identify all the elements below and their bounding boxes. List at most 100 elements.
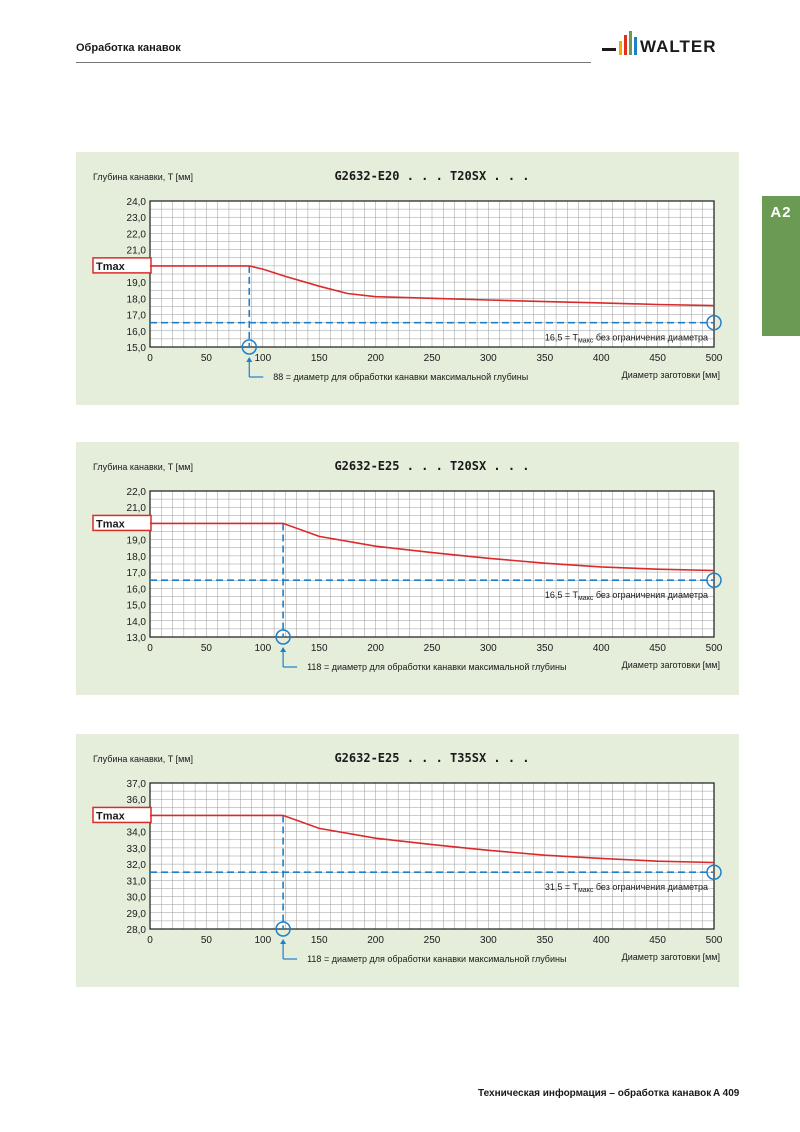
x-axis-label: Диаметр заготовки [мм]	[622, 952, 720, 962]
x-tick-label: 300	[480, 643, 497, 654]
header-rule	[76, 62, 591, 63]
x-tick-label: 450	[649, 935, 666, 946]
y-tick-label: 22,0	[127, 229, 147, 240]
x-tick-label: 200	[367, 353, 384, 364]
x-tick-label: 400	[593, 353, 610, 364]
annotation-arrow-head	[246, 357, 253, 362]
chart-svg: 0 50 100 150 200 250 300 350 400 450 500 13,0 14,0 15…	[92, 459, 723, 672]
x-tick-label: 100	[254, 643, 271, 654]
y-tick-label: 18,0	[127, 552, 147, 563]
plot-frame	[149, 782, 715, 930]
max-diameter-marker	[275, 629, 291, 645]
x-tick-label: 200	[367, 643, 384, 654]
y-tick-label: 32,0	[127, 860, 147, 871]
y-axis-label: Глубина канавки, T [мм]	[93, 462, 193, 472]
y-tick-label: 21,0	[127, 246, 147, 257]
x-tick-label: 500	[706, 353, 723, 364]
max-diameter-annotation: 118 = диаметр для обработки канавки макс…	[307, 662, 566, 672]
min-depth-marker	[706, 864, 722, 880]
y-tick-label: 21,0	[127, 503, 147, 514]
chart-panel-2: 0 50 100 150 200 250 300 350 400 450 500 13,0 14,0 15…	[76, 442, 739, 695]
x-tick-label: 300	[480, 353, 497, 364]
y-tick-label: 13,0	[127, 633, 147, 644]
y-tick-label: 16,0	[127, 584, 147, 595]
plot-frame	[149, 200, 715, 348]
y-axis-label: Глубина канавки, T [мм]	[93, 754, 193, 764]
chart-panel-3: 0 50 100 150 200 250 300 350 400 450 500 28,0 29,0 30…	[76, 734, 739, 987]
x-tick-label: 100	[254, 353, 271, 364]
y-tick-label: 33,0	[127, 844, 147, 855]
depth-curve	[150, 522, 715, 572]
chart-title: G2632-E20 . . . T20SX . . .	[334, 169, 529, 183]
x-tick-label: 450	[649, 353, 666, 364]
x-tick-label: 250	[424, 935, 441, 946]
y-tick-label: 37,0	[127, 779, 147, 790]
chart-panel-1: 0 50 100 150 200 250 300 350 400 450 500 15,0 16,0 17…	[76, 152, 739, 405]
annotation-arrow-head	[280, 647, 287, 652]
tmax-label: Tmax	[96, 261, 126, 273]
x-tick-label: 400	[593, 935, 610, 946]
min-depth-annotation: 16,5 = Tмакс без ограничения диаметра	[545, 333, 708, 345]
chart-title: G2632-E25 . . . T20SX . . .	[334, 459, 529, 473]
x-tick-label: 450	[649, 643, 666, 654]
footer-text: Техническая информация – обработка канав…	[478, 1088, 712, 1099]
y-tick-label: 17,0	[127, 311, 147, 322]
y-tick-label: 31,0	[127, 876, 147, 887]
chart-svg: 0 50 100 150 200 250 300 350 400 450 500 15,0 16,0 17…	[92, 169, 723, 382]
x-tick-label: 500	[706, 935, 723, 946]
x-tick-label: 50	[201, 643, 213, 654]
min-depth-marker	[706, 572, 722, 588]
x-tick-label: 250	[424, 353, 441, 364]
x-tick-label: 200	[367, 935, 384, 946]
tmax-label: Tmax	[96, 810, 126, 822]
y-tick-label: 15,0	[127, 601, 147, 612]
y-tick-label: 22,0	[127, 487, 147, 498]
x-tick-label: 50	[201, 353, 213, 364]
max-diameter-annotation: 118 = диаметр для обработки канавки макс…	[307, 954, 566, 964]
y-tick-label: 29,0	[127, 909, 147, 920]
min-depth-marker	[706, 314, 722, 331]
x-tick-label: 400	[593, 643, 610, 654]
y-tick-label: 18,0	[127, 294, 147, 305]
x-tick-label: 150	[311, 643, 328, 654]
walter-logo: WALTER	[602, 31, 742, 59]
x-tick-label: 500	[706, 643, 723, 654]
y-axis-label: Глубина канавки, T [мм]	[93, 172, 193, 182]
y-tick-label: 16,0	[127, 327, 147, 338]
max-diameter-annotation: 88 = диаметр для обработки канавки макси…	[273, 372, 528, 382]
x-tick-label: 300	[480, 935, 497, 946]
tmax-label: Tmax	[96, 518, 126, 530]
max-diameter-marker	[275, 921, 291, 937]
min-depth-annotation: 16,5 = Tмакс без ограничения диаметра	[545, 590, 708, 602]
page-header-title: Обработка канавок	[76, 42, 181, 54]
x-axis-label: Диаметр заготовки [мм]	[622, 370, 720, 380]
x-axis-label: Диаметр заготовки [мм]	[622, 660, 720, 670]
min-depth-annotation: 31,5 = Tмакс без ограничения диаметра	[545, 882, 708, 894]
plot-frame	[149, 490, 715, 638]
y-tick-label: 28,0	[127, 925, 147, 936]
chart-svg: 0 50 100 150 200 250 300 350 400 450 500 28,0 29,0 30…	[92, 751, 723, 964]
annotation-arrow-head	[280, 939, 287, 944]
chart-title: G2632-E25 . . . T35SX . . .	[334, 751, 529, 765]
x-tick-label: 100	[254, 935, 271, 946]
section-tab: A2	[762, 196, 800, 336]
x-tick-label: 150	[311, 935, 328, 946]
y-tick-label: 24,0	[127, 197, 147, 208]
y-tick-label: 17,0	[127, 568, 147, 579]
y-tick-label: 30,0	[127, 893, 147, 904]
x-tick-label: 250	[424, 643, 441, 654]
y-tick-label: 36,0	[127, 795, 147, 806]
y-tick-label: 19,0	[127, 278, 147, 289]
max-diameter-marker	[241, 339, 258, 355]
y-tick-label: 14,0	[127, 617, 147, 628]
x-tick-label: 350	[536, 353, 553, 364]
x-tick-label: 50	[201, 935, 213, 946]
x-tick-label: 350	[536, 643, 553, 654]
y-tick-label: 15,0	[127, 343, 147, 354]
page-number: A 409	[713, 1088, 740, 1099]
y-tick-label: 34,0	[127, 828, 147, 839]
walter-logo-text: WALTER	[640, 37, 717, 56]
y-tick-label: 23,0	[127, 213, 147, 224]
y-tick-label: 19,0	[127, 536, 147, 547]
x-tick-label: 0	[147, 643, 153, 654]
